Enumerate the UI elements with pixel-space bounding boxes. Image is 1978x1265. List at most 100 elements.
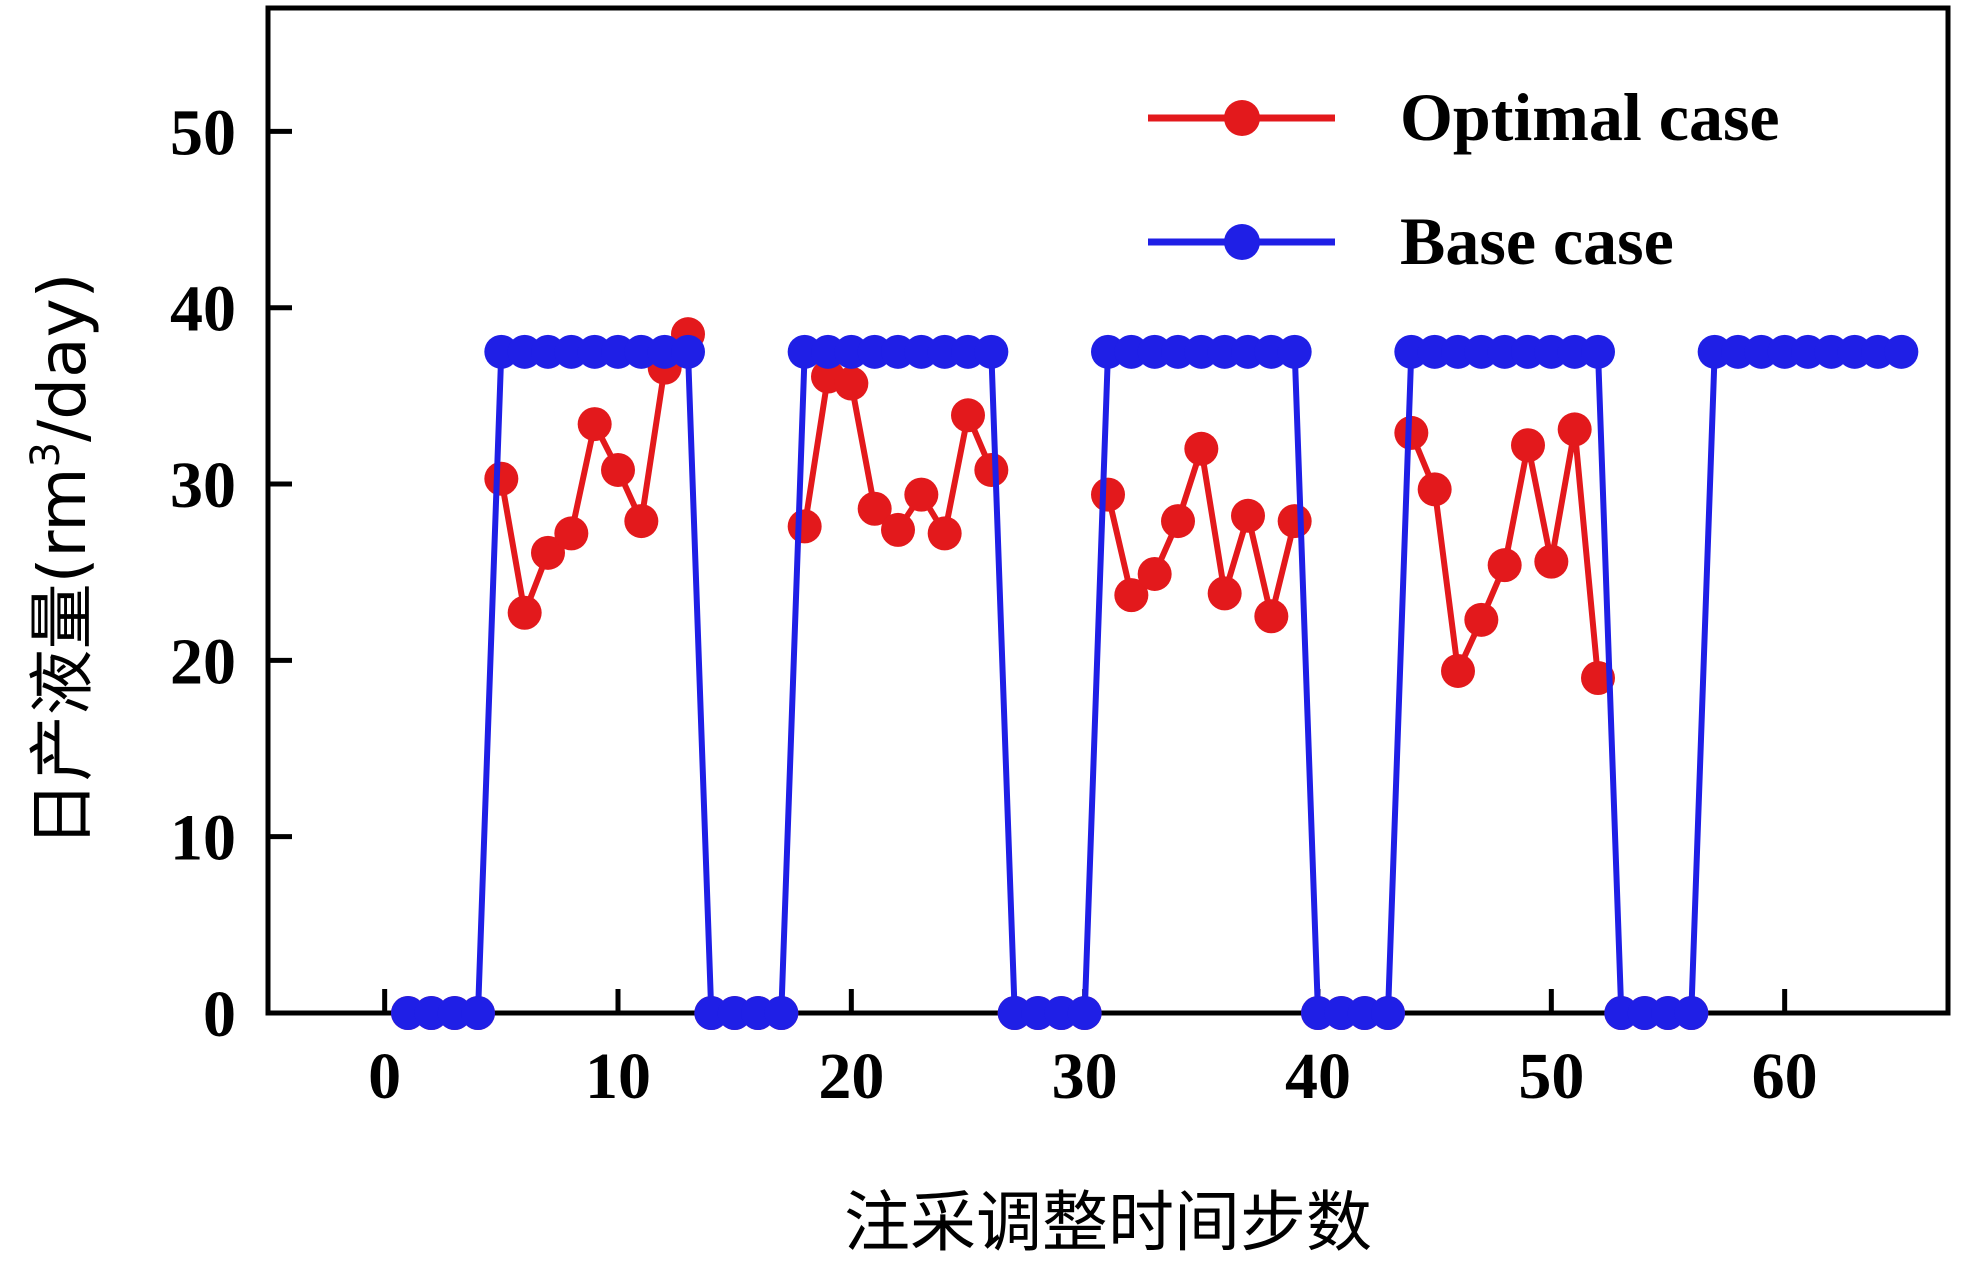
series-line-base xyxy=(408,348,1902,1016)
data-point-base xyxy=(554,334,589,369)
y-tick-label: 40 xyxy=(170,273,236,346)
legend: Optimal case Base case xyxy=(1148,79,1780,279)
data-point-base xyxy=(974,334,1009,369)
data-point-base xyxy=(1744,334,1779,369)
data-point-base xyxy=(717,996,752,1030)
data-point-optimal xyxy=(1277,504,1312,539)
data-point-base xyxy=(1837,334,1872,369)
data-point-base xyxy=(1371,996,1405,1030)
x-axis-title: 注采调整时间步数 xyxy=(844,1184,1372,1261)
data-point-base xyxy=(927,334,962,369)
data-point-base xyxy=(1627,996,1662,1030)
legend-item-base: Base case xyxy=(1148,203,1674,279)
data-point-optimal xyxy=(1184,431,1219,466)
data-point-optimal xyxy=(1091,477,1125,512)
series-layer xyxy=(391,317,1919,1030)
legend-swatch-marker xyxy=(1224,224,1260,260)
data-point-base xyxy=(1487,334,1522,369)
data-point-base xyxy=(857,334,892,369)
data-point-base xyxy=(1301,996,1335,1030)
data-point-base xyxy=(811,334,845,369)
data-point-optimal xyxy=(1534,544,1569,579)
y-axis-ticks: 0 10 20 30 40 50 xyxy=(170,96,292,1051)
x-tick-label: 50 xyxy=(1518,1040,1584,1113)
data-point-optimal xyxy=(577,407,612,442)
y-tick-label: 20 xyxy=(170,625,236,698)
data-point-optimal xyxy=(1231,498,1265,533)
data-point-base xyxy=(1021,996,1055,1030)
data-point-base xyxy=(1557,334,1592,369)
x-tick-label: 20 xyxy=(818,1040,884,1113)
data-point-base xyxy=(904,334,939,369)
data-point-optimal xyxy=(1207,576,1242,611)
data-point-base xyxy=(1114,334,1149,369)
series-optimal xyxy=(391,317,1709,1030)
data-point-base xyxy=(414,996,449,1030)
data-point-optimal xyxy=(974,452,1009,487)
data-point-optimal xyxy=(1161,504,1195,539)
data-point-base xyxy=(484,334,519,369)
data-point-base xyxy=(1441,334,1475,369)
data-point-optimal xyxy=(554,516,589,551)
data-point-base xyxy=(531,334,565,369)
data-point-base xyxy=(1161,334,1195,369)
data-point-base xyxy=(1814,334,1849,369)
x-tick-label: 10 xyxy=(585,1040,651,1113)
data-point-base xyxy=(1697,334,1732,369)
data-point-base xyxy=(647,334,682,369)
y-axis-title-tail: /day) xyxy=(24,273,101,442)
x-axis-ticks: 0 10 20 30 40 50 60 xyxy=(368,989,1818,1113)
legend-label: Optimal case xyxy=(1400,79,1780,155)
x-tick-label: 0 xyxy=(368,1040,401,1113)
y-tick-label: 10 xyxy=(170,802,236,875)
data-point-optimal xyxy=(1137,556,1172,591)
data-point-base xyxy=(1581,334,1615,369)
x-tick-label: 40 xyxy=(1285,1040,1351,1113)
plot-frame xyxy=(265,5,1951,1016)
data-point-optimal xyxy=(1557,412,1592,447)
data-point-optimal xyxy=(857,491,892,526)
data-point-optimal xyxy=(484,461,519,496)
data-point-optimal xyxy=(531,535,565,570)
data-point-base xyxy=(1674,996,1709,1030)
data-point-base xyxy=(1254,334,1289,369)
data-point-base xyxy=(461,996,495,1030)
data-point-optimal xyxy=(1464,602,1499,637)
y-axis-title: 日产液量(rm3/day) xyxy=(23,273,101,848)
data-point-base xyxy=(741,996,775,1030)
data-point-base xyxy=(997,996,1032,1030)
data-point-base xyxy=(1067,996,1102,1030)
data-point-optimal xyxy=(1441,653,1475,688)
data-point-optimal xyxy=(1511,428,1545,463)
data-point-base xyxy=(787,334,822,369)
data-point-base xyxy=(507,334,542,369)
data-point-base xyxy=(1464,334,1499,369)
data-point-optimal xyxy=(507,595,542,630)
data-point-base xyxy=(1137,334,1172,369)
data-point-optimal xyxy=(881,512,915,547)
y-tick-label: 30 xyxy=(170,449,236,522)
data-point-base xyxy=(764,996,799,1030)
data-point-base xyxy=(1277,334,1312,369)
data-point-base xyxy=(834,334,869,369)
data-point-optimal xyxy=(927,516,962,551)
data-point-base xyxy=(1347,996,1382,1030)
data-point-base xyxy=(624,334,659,369)
data-point-base xyxy=(1044,996,1079,1030)
data-point-base xyxy=(1767,334,1802,369)
data-point-base xyxy=(1604,996,1639,1030)
data-point-optimal xyxy=(624,504,659,539)
data-point-optimal xyxy=(834,366,869,401)
x-tick-label: 60 xyxy=(1752,1040,1818,1113)
data-point-optimal xyxy=(904,477,939,512)
x-tick-label: 30 xyxy=(1052,1040,1118,1113)
data-point-base xyxy=(1207,334,1242,369)
data-point-base xyxy=(1534,334,1569,369)
data-point-base xyxy=(1884,334,1919,369)
data-point-base xyxy=(1324,996,1359,1030)
data-point-base xyxy=(1091,334,1125,369)
data-point-base xyxy=(1394,334,1429,369)
data-point-base xyxy=(1791,334,1825,369)
legend-swatch-marker xyxy=(1224,100,1260,136)
data-point-base xyxy=(1231,334,1265,369)
